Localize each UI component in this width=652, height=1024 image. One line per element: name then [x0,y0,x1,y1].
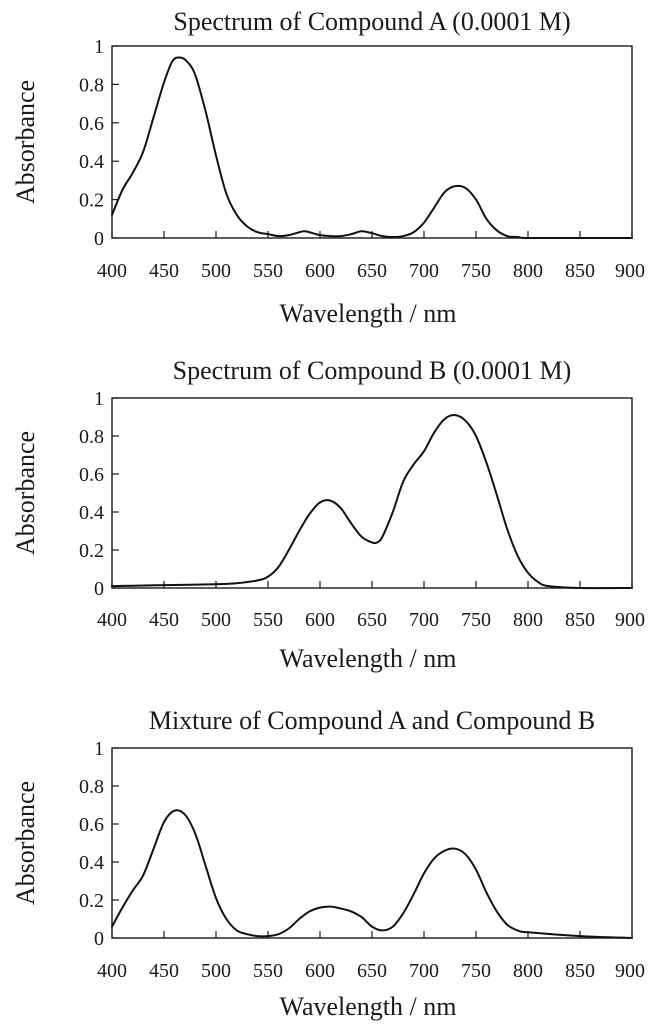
x-tick-label: 650 [357,960,387,982]
y-tick-label: 1 [94,36,104,58]
x-tick-label: 750 [461,960,491,982]
x-tick-label: 400 [97,260,127,282]
chart-title: Spectrum of Compound B (0.0001 M) [173,356,572,385]
x-tick-label: 600 [305,960,335,982]
plot-frame [111,45,633,239]
y-tick-label: 0.4 [79,502,104,524]
chart-title: Spectrum of Compound A (0.0001 M) [173,7,570,36]
x-tick-label: 650 [357,260,387,282]
y-tick-label: 0.6 [79,113,104,135]
x-tick-label: 450 [149,260,179,282]
x-tick-label: 700 [409,960,439,982]
x-tick-label: 600 [305,260,335,282]
y-axis-label: Absorbance [11,431,40,555]
x-tick-label: 900 [615,960,645,982]
plot-frame [111,397,633,589]
chart-panel-2: Spectrum of Compound B (0.0001 M) 0 0.2 0.4… [11,356,645,673]
x-tick-label: 450 [149,609,179,631]
y-tick-label: 0.4 [79,151,104,173]
x-tick-label: 400 [97,609,127,631]
plot-frame [111,747,633,939]
x-tick-label: 900 [615,260,645,282]
y-tick-label: 0.4 [79,852,104,874]
y-axis-label: Absorbance [11,80,40,204]
x-tick-label: 550 [253,960,283,982]
y-tick-label: 0.2 [79,540,104,562]
x-tick-label: 500 [201,260,231,282]
x-tick-label: 500 [201,960,231,982]
x-tick-label: 900 [615,609,645,631]
x-tick-label: 750 [461,260,491,282]
x-tick-label: 850 [565,960,595,982]
y-tick-label: 1 [94,738,104,760]
x-tick-label: 600 [305,609,335,631]
y-tick-label: 0.8 [79,776,104,798]
x-tick-label: 500 [201,609,231,631]
x-tick-label: 850 [565,609,595,631]
x-tick-label: 700 [409,609,439,631]
x-tick-label: 850 [565,260,595,282]
chart-panel-1: Spectrum of Compound A (0.0001 M) 0 0.2 0.4… [11,7,645,328]
x-tick-label: 550 [253,609,283,631]
x-axis-label: Wavelength / nm [280,299,457,328]
y-tick-label: 0.8 [79,74,104,96]
x-tick-label: 450 [149,960,179,982]
y-tick-label: 0 [94,578,104,600]
x-tick-label: 650 [357,609,387,631]
absorbance-spectrum-line [111,414,633,590]
x-tick-label: 700 [409,260,439,282]
x-tick-label: 550 [253,260,283,282]
y-tick-label: 1 [94,388,104,410]
x-tick-label: 400 [97,960,127,982]
x-tick-label: 800 [513,609,543,631]
x-axis-label: Wavelength / nm [280,992,457,1021]
x-tick-label: 800 [513,260,543,282]
chart-title: Mixture of Compound A and Compound B [149,706,595,735]
x-axis-label: Wavelength / nm [280,644,457,673]
x-tick-label: 750 [461,609,491,631]
y-tick-label: 0.6 [79,814,104,836]
y-tick-label: 0 [94,228,104,250]
y-tick-label: 0.8 [79,426,104,448]
absorbance-spectrum-line [111,809,633,939]
chart-panel-3: Mixture of Compound A and Compound B 0 0.2… [11,706,645,1021]
y-tick-label: 0.2 [79,190,104,212]
x-tick-label: 800 [513,960,543,982]
y-axis-label: Absorbance [11,781,40,905]
y-tick-label: 0 [94,928,104,950]
absorbance-spectrum-line [111,56,633,240]
y-tick-label: 0.2 [79,890,104,912]
y-tick-label: 0.6 [79,464,104,486]
